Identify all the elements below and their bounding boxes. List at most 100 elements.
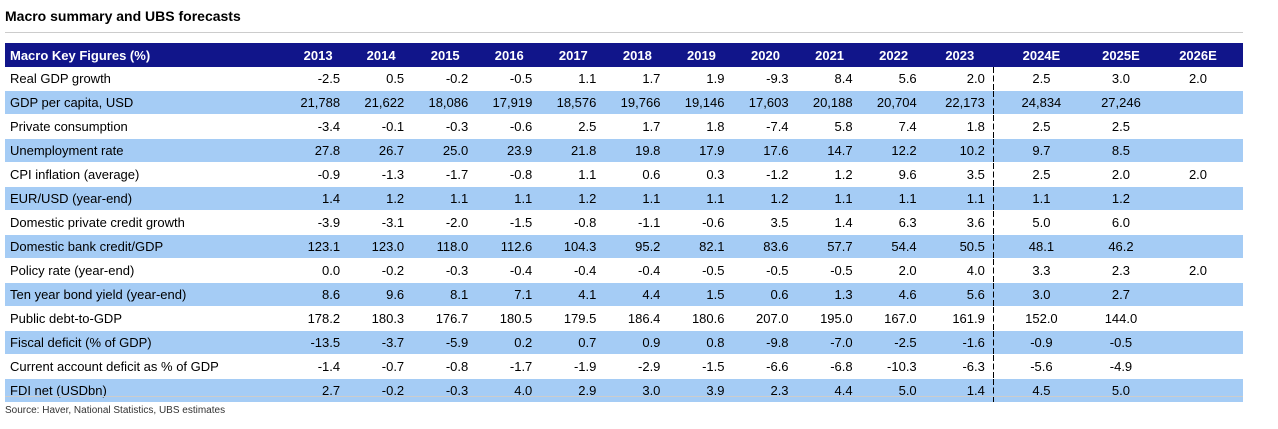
table-cell: 4.5	[993, 378, 1089, 403]
table-cell: 4.0	[477, 378, 542, 403]
table-cell: -4.9	[1088, 354, 1153, 379]
table-cell: -3.7	[349, 330, 414, 355]
table-row: Fiscal deficit (% of GDP) -13.5 -3.7 -5.9 0.…	[5, 330, 1243, 355]
year-header: 2014	[349, 43, 414, 67]
table-cell: -0.4	[605, 258, 670, 283]
table-cell: 2.0	[1153, 162, 1243, 187]
table-cell: -2.5	[287, 67, 350, 91]
table-cell: 8.4	[797, 67, 862, 91]
table-cell: -0.5	[733, 258, 798, 283]
row-label: EUR/USD (year-end)	[5, 186, 288, 211]
row-label: Domestic bank credit/GDP	[5, 234, 288, 259]
table-cell: 20,188	[797, 90, 862, 115]
table-cell: 1.7	[605, 67, 670, 91]
year-header: 2017	[541, 43, 606, 67]
table-cell: -0.3	[413, 258, 478, 283]
year-header: 2023	[925, 43, 994, 67]
table-cell: -0.5	[797, 258, 862, 283]
table-cell: 10.2	[925, 138, 994, 163]
table-cell: 0.2	[477, 330, 542, 355]
table-cell: 2.0	[1088, 162, 1153, 187]
row-label: Ten year bond yield (year-end)	[5, 282, 288, 307]
page-title: Macro summary and UBS forecasts	[5, 8, 241, 24]
year-header: 2024E	[993, 43, 1089, 67]
table-cell: 48.1	[993, 234, 1089, 259]
table-cell: -0.7	[349, 354, 414, 379]
table-cell: 1.1	[477, 186, 542, 211]
table-row: Domestic private credit growth -3.9 -3.1 -2…	[5, 210, 1243, 235]
table-cell	[1153, 90, 1243, 115]
table-cell: 21.8	[541, 138, 606, 163]
table-cell: 57.7	[797, 234, 862, 259]
table-cell: 1.5	[669, 282, 734, 307]
table-cell	[1153, 210, 1243, 235]
table-cell: 54.4	[861, 234, 926, 259]
table-cell: -0.1	[349, 114, 414, 139]
table-cell: -2.5	[861, 330, 926, 355]
table-cell: 5.8	[797, 114, 862, 139]
table-cell: 2.7	[1088, 282, 1153, 307]
table-cell: -0.4	[541, 258, 606, 283]
table-cell: -1.4	[287, 354, 350, 379]
table-row: Domestic bank credit/GDP 123.1 123.0 118.0 1…	[5, 234, 1243, 259]
table-cell: -3.9	[287, 210, 350, 235]
table-cell: -13.5	[287, 330, 350, 355]
table-cell: -1.2	[733, 162, 798, 187]
table-cell: 3.3	[993, 258, 1089, 283]
table-cell: 1.1	[797, 186, 862, 211]
table-cell	[1153, 282, 1243, 307]
table-cell: 25.0	[413, 138, 478, 163]
table-cell: 2.3	[733, 378, 798, 403]
table-cell: 5.0	[993, 210, 1089, 235]
table-cell: 19.8	[605, 138, 670, 163]
table-cell: -1.5	[669, 354, 734, 379]
row-label: Current account deficit as % of GDP	[5, 354, 288, 379]
year-header: 2016	[477, 43, 542, 67]
table-cell: 178.2	[287, 306, 350, 331]
table-cell: 2.3	[1088, 258, 1153, 283]
table-header-row: Macro Key Figures (%) 2013 2014 2015 2016 20…	[5, 43, 1243, 67]
table-cell: 4.1	[541, 282, 606, 307]
table-cell: 1.2	[541, 186, 606, 211]
table-cell: 6.3	[861, 210, 926, 235]
table-cell: 1.1	[861, 186, 926, 211]
table-cell: 17.9	[669, 138, 734, 163]
table-cell: 1.1	[413, 186, 478, 211]
table-cell: 8.5	[1088, 138, 1153, 163]
table-cell: -0.6	[477, 114, 542, 139]
year-header: 2019	[669, 43, 734, 67]
row-label: Private consumption	[5, 114, 288, 139]
table-cell: -1.5	[477, 210, 542, 235]
table-cell: 1.4	[287, 186, 350, 211]
table-cell: 2.5	[541, 114, 606, 139]
table-cell: -6.3	[925, 354, 994, 379]
table-cell: 8.6	[287, 282, 350, 307]
table-cell: 4.4	[605, 282, 670, 307]
table-cell: 180.5	[477, 306, 542, 331]
table-cell: 0.3	[669, 162, 734, 187]
table-cell: 9.6	[349, 282, 414, 307]
table-cell: -7.4	[733, 114, 798, 139]
table-cell: -0.9	[287, 162, 350, 187]
table-cell: -10.3	[861, 354, 926, 379]
table-cell: 7.4	[861, 114, 926, 139]
table-cell: 3.0	[993, 282, 1089, 307]
table-cell	[1153, 378, 1243, 403]
table-cell: -1.6	[925, 330, 994, 355]
table-cell: -1.9	[541, 354, 606, 379]
table-cell: 19,146	[669, 90, 734, 115]
table-cell: 1.2	[797, 162, 862, 187]
table-cell: 2.0	[1153, 258, 1243, 283]
row-label: Domestic private credit growth	[5, 210, 288, 235]
table-cell: 26.7	[349, 138, 414, 163]
table-cell: 2.7	[287, 378, 350, 403]
table-cell: 21,788	[287, 90, 350, 115]
table-cell: -7.0	[797, 330, 862, 355]
table-cell: 7.1	[477, 282, 542, 307]
table-cell: -1.1	[605, 210, 670, 235]
year-header: 2026E	[1153, 43, 1243, 67]
table-cell: 0.5	[349, 67, 414, 91]
table-cell: 1.9	[669, 67, 734, 91]
table-row: Real GDP growth -2.5 0.5 -0.2 -0.5 1.1 1.7 1.9-…	[5, 67, 1243, 91]
table-cell: 1.1	[669, 186, 734, 211]
